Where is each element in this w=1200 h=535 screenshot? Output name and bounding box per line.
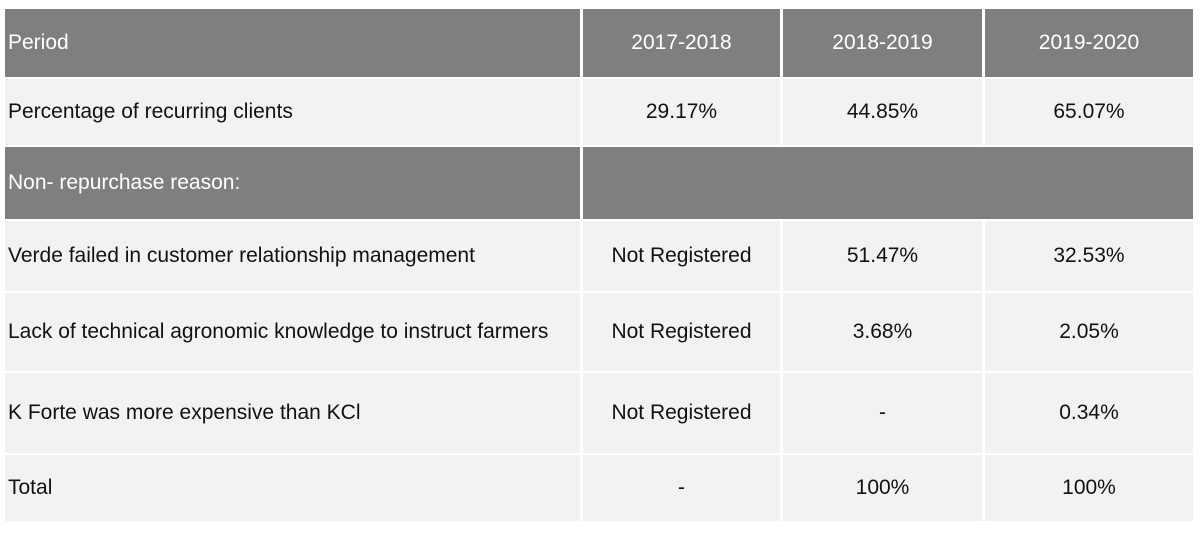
table-row-total: Total - 100% 100%: [5, 455, 1193, 521]
cell-value: 3.68%: [783, 293, 982, 371]
header-year-2017-2018: 2017-2018: [583, 9, 780, 77]
cell-value: Not Registered: [583, 373, 780, 453]
cell-value: -: [783, 373, 982, 453]
cell-value: 44.85%: [783, 79, 982, 145]
cell-value: Not Registered: [583, 221, 780, 291]
cell-value: -: [583, 455, 780, 521]
table-header-row: Period 2017-2018 2018-2019 2019-2020: [5, 9, 1193, 77]
recurring-clients-table: Period 2017-2018 2018-2019 2019-2020 Per…: [2, 7, 1196, 523]
cell-value: 100%: [783, 455, 982, 521]
header-year-2018-2019: 2018-2019: [783, 9, 982, 77]
cell-value: 51.47%: [783, 221, 982, 291]
row-label: K Forte was more expensive than KCl: [5, 373, 580, 453]
section-label: Non- repurchase reason:: [5, 147, 580, 219]
cell-value: 65.07%: [985, 79, 1193, 145]
data-table-container: Period 2017-2018 2018-2019 2019-2020 Per…: [5, 9, 1193, 521]
table-row: K Forte was more expensive than KCl Not …: [5, 373, 1193, 453]
table-section-row: Non- repurchase reason:: [5, 147, 1193, 219]
table-row: Lack of technical agronomic knowledge to…: [5, 293, 1193, 371]
section-filler: [583, 147, 1193, 219]
cell-value: 32.53%: [985, 221, 1193, 291]
cell-value: 29.17%: [583, 79, 780, 145]
row-label: Verde failed in customer relationship ma…: [5, 221, 580, 291]
row-label: Lack of technical agronomic knowledge to…: [5, 293, 580, 371]
row-label: Total: [5, 455, 580, 521]
table-row-recurring: Percentage of recurring clients 29.17% 4…: [5, 79, 1193, 145]
header-period-label: Period: [5, 9, 580, 77]
cell-value: 2.05%: [985, 293, 1193, 371]
cell-value: 0.34%: [985, 373, 1193, 453]
header-year-2019-2020: 2019-2020: [985, 9, 1193, 77]
table-row: Verde failed in customer relationship ma…: [5, 221, 1193, 291]
cell-value: Not Registered: [583, 293, 780, 371]
cell-value: 100%: [985, 455, 1193, 521]
row-label: Percentage of recurring clients: [5, 79, 580, 145]
